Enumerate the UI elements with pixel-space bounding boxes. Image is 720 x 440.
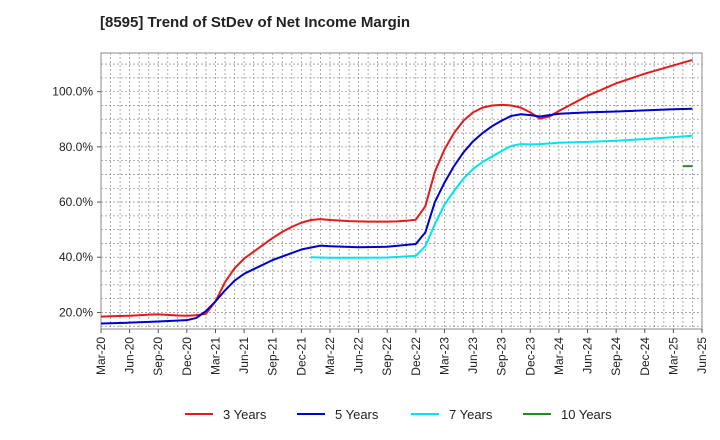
x-tick-label: Mar-20 bbox=[94, 337, 108, 375]
x-tick-label: Sep-20 bbox=[151, 337, 165, 376]
x-tick-label: Jun-24 bbox=[581, 337, 595, 374]
x-tick-label: Sep-22 bbox=[380, 337, 394, 376]
x-tick-label: Dec-24 bbox=[638, 337, 652, 376]
y-axis: 20.0% 40.0% 60.0% 80.0% 100.0% bbox=[52, 85, 101, 319]
y-tick-label: 100.0% bbox=[52, 85, 93, 99]
legend-label: 5 Years bbox=[335, 407, 379, 422]
legend-label: 10 Years bbox=[561, 407, 612, 422]
x-tick-label: Jun-22 bbox=[352, 337, 366, 374]
series-line-1 bbox=[100, 58, 693, 318]
x-tick-label: Dec-22 bbox=[409, 337, 423, 376]
x-tick-label: Mar-25 bbox=[666, 337, 680, 375]
y-tick-label: 80.0% bbox=[59, 140, 93, 154]
x-tick-label: Dec-21 bbox=[294, 337, 308, 376]
x-tick-label: Jun-25 bbox=[695, 337, 709, 374]
series-lines bbox=[100, 58, 693, 325]
x-tick-label: Dec-20 bbox=[180, 337, 194, 376]
x-tick-label: Jun-21 bbox=[237, 337, 251, 374]
x-tick-label: Jun-23 bbox=[466, 337, 480, 374]
grid bbox=[101, 53, 702, 329]
x-tick-label: Mar-21 bbox=[208, 337, 222, 375]
series-line-2 bbox=[100, 107, 693, 325]
x-axis: Mar-20 Jun-20 Sep-20 Dec-20 Mar-21 Jun-21 Sep-… bbox=[94, 329, 709, 376]
y-tick-label: 20.0% bbox=[59, 305, 93, 319]
legend-label: 3 Years bbox=[223, 407, 267, 422]
x-tick-label: Mar-22 bbox=[323, 337, 337, 375]
x-tick-label: Jun-20 bbox=[123, 337, 137, 374]
x-tick-label: Sep-24 bbox=[609, 337, 623, 376]
y-tick-label: 40.0% bbox=[59, 250, 93, 264]
legend: 3 Years 5 Years 7 Years 10 Years bbox=[185, 407, 612, 422]
plot-area bbox=[100, 52, 703, 330]
x-tick-label: Mar-23 bbox=[437, 337, 451, 375]
x-tick-label: Mar-24 bbox=[552, 337, 566, 375]
series-line-3 bbox=[310, 134, 693, 259]
x-tick-label: Sep-23 bbox=[495, 337, 509, 376]
chart-title: [8595] Trend of StDev of Net Income Marg… bbox=[100, 14, 410, 31]
x-tick-label: Sep-21 bbox=[266, 337, 280, 376]
y-tick-label: 60.0% bbox=[59, 195, 93, 209]
x-tick-label: Dec-23 bbox=[523, 337, 537, 376]
legend-label: 7 Years bbox=[449, 407, 493, 422]
